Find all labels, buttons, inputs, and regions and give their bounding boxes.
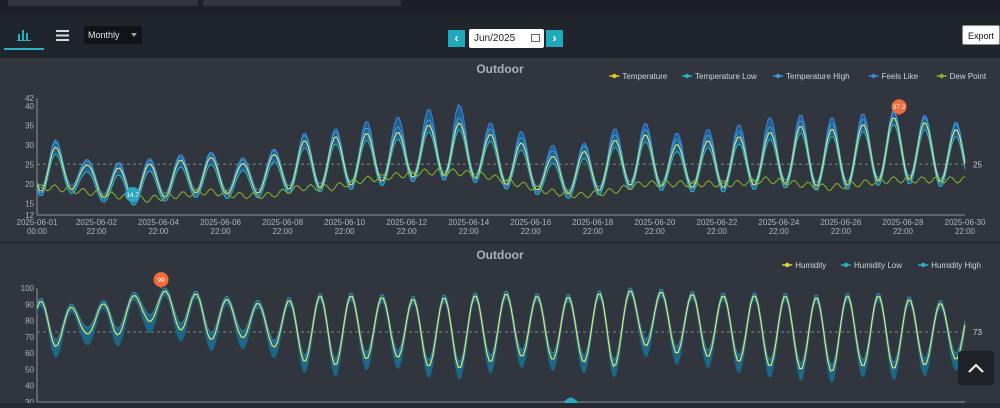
temperature-chart: 1215202530354042252025-06-0100:002025-06… [0,58,1000,241]
y-tick-label: 40 [25,102,34,111]
y-tick-label: 30 [25,141,34,150]
x-tick-time: 22:00 [397,227,418,236]
menu-icon [56,30,69,41]
period-select-value: Monthly [88,30,120,40]
chevron-down-icon [131,33,137,37]
x-tick-date: 2025-06-04 [138,218,179,227]
y-tick-label: 20 [25,180,34,189]
y-tick-label: 70 [25,333,34,342]
humidity-range-band [37,288,965,382]
y-tick-label: 90 [25,300,34,309]
chevron-up-icon [968,363,984,373]
top-strip-block [8,0,198,6]
x-tick-date: 2025-06-12 [386,218,427,227]
y-tick-label: 30 [25,398,34,403]
x-tick-date: 2025-06-10 [324,218,365,227]
chart-title: Outdoor [0,248,1000,262]
x-tick-time: 22:00 [831,227,852,236]
y-tick-label: 60 [25,349,34,358]
humidity-chart: 30 40 50 60 70 80 90 100 73 Humidity High Humidity… [0,244,1000,403]
marker-value-label: 37.2 [893,104,906,111]
top-strip [0,0,1000,14]
marker-value-label: 14.7 [126,192,139,199]
average-value-label: 25 [973,160,982,169]
legend-marker-dot [921,263,925,267]
x-tick-time: 22:00 [707,227,728,236]
y-tick-label: 40 [25,382,34,391]
x-tick-time: 22:00 [459,227,480,236]
x-tick-date: 2025-06-16 [510,218,551,227]
next-month-button[interactable]: › [546,30,563,47]
x-tick-time: 22:00 [335,227,356,236]
y-tick-label: 25 [25,160,34,169]
y-tick-label: 100 [21,284,35,293]
export-button[interactable]: Export [962,25,1000,45]
x-tick-time: 22:00 [148,227,169,236]
legend-label: Humidity Low [854,261,902,270]
month-date-value: Jun/2025 [474,33,515,44]
calendar-icon[interactable] [531,34,540,42]
y-tick-label: 15 [25,199,34,208]
x-tick-time: 22:00 [893,227,914,236]
x-tick-date: 2025-06-14 [448,218,489,227]
x-tick-date: 2025-06-18 [572,218,613,227]
x-tick-time: 22:00 [211,227,232,236]
scroll-to-top-button[interactable] [958,351,994,385]
x-tick-date: 2025-06-06 [200,218,241,227]
y-tick-label: 42 [25,94,34,103]
chart-title: Outdoor [0,62,1000,76]
x-tick-time: 00:00 [27,227,48,236]
legend-label: Humidity [795,261,826,270]
average-value-label: 73 [973,328,982,337]
list-view-tab[interactable] [42,22,82,48]
x-tick-date: 2025-06-22 [696,218,737,227]
x-tick-time: 22:00 [955,227,976,236]
legend-marker-dot [844,263,848,267]
y-tick-label: 50 [25,365,34,374]
legend-label: Humidity High [931,261,981,270]
x-tick-time: 22:00 [769,227,790,236]
x-tick-date: 2025-06-30 [945,218,986,227]
x-tick-date: 2025-06-02 [76,218,117,227]
x-tick-date: 2025-06-01 [17,218,58,227]
x-tick-time: 22:00 [583,227,604,236]
toolbar: Monthly ‹ Jun/2025 › [0,14,1000,58]
y-tick-label: 35 [25,121,34,130]
x-tick-date: 2025-06-26 [820,218,861,227]
x-tick-date: 2025-06-24 [758,218,799,227]
x-tick-time: 22:00 [645,227,666,236]
humidity-panel: Outdoor 30 40 50 60 70 80 90 100 73 Humidity High… [0,244,1000,403]
x-tick-date: 2025-06-20 [634,218,675,227]
period-select[interactable]: Monthly [84,26,142,44]
x-tick-time: 22:00 [86,227,107,236]
x-tick-date: 2025-06-08 [262,218,303,227]
temperature-line [37,118,965,200]
marker-value-label: 99 [157,277,165,284]
x-tick-date: 2025-06-28 [883,218,924,227]
month-date-input[interactable]: Jun/2025 [469,29,544,48]
prev-month-button[interactable]: ‹ [448,30,465,47]
top-strip-block [203,0,401,6]
chart-view-tab[interactable] [4,22,44,50]
y-tick-label: 80 [25,317,34,326]
x-tick-time: 22:00 [521,227,542,236]
legend-marker-dot [785,263,789,267]
x-tick-time: 22:00 [273,227,294,236]
bar-chart-icon [17,29,31,41]
